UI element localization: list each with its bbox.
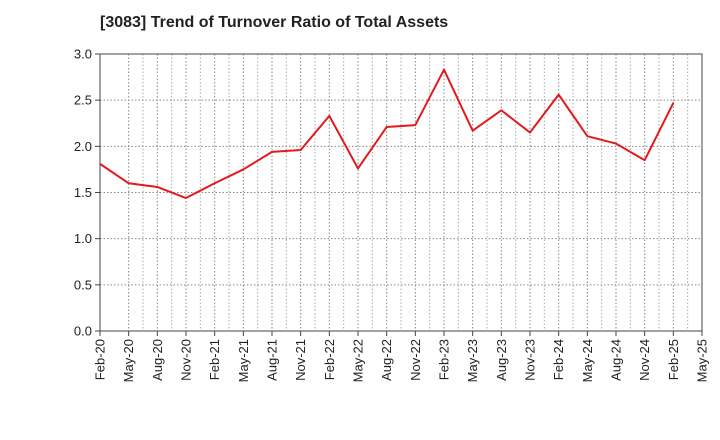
x-tick-label: Aug-24 <box>609 339 624 381</box>
data-point <box>443 68 445 71</box>
x-axis-ticks: Feb-20 May-20 Aug-20 Nov-20 Feb-21 May-21 Aug-… <box>93 331 710 382</box>
data-point <box>357 167 359 170</box>
y-tick-label: 0.0 <box>74 324 92 339</box>
x-tick-label: Nov-23 <box>523 339 538 381</box>
data-point <box>557 93 560 96</box>
x-tick-label: Aug-20 <box>150 339 165 381</box>
data-point <box>643 159 646 161</box>
x-tick-label: May-25 <box>695 339 710 382</box>
x-tick-label: Feb-23 <box>437 339 452 380</box>
x-tick-label: May-20 <box>121 339 136 382</box>
data-point <box>99 163 101 165</box>
y-axis-ticks: 0.0 0.5 1.0 1.5 2.0 2.5 3.0 <box>74 47 100 339</box>
x-tick-label: Nov-24 <box>637 339 652 381</box>
data-point <box>672 102 675 104</box>
x-tick-label: May-21 <box>236 339 251 382</box>
x-tick-label: Aug-23 <box>494 339 509 381</box>
x-tick-label: May-24 <box>580 339 595 382</box>
data-point <box>414 124 417 126</box>
y-tick-label: 3.0 <box>74 47 92 62</box>
y-tick-label: 0.5 <box>74 277 92 292</box>
x-tick-label: Feb-25 <box>666 339 681 380</box>
data-point <box>471 129 474 132</box>
data-point <box>242 168 245 171</box>
y-tick-label: 1.0 <box>74 231 92 246</box>
x-tick-label: Feb-21 <box>207 339 222 380</box>
data-point <box>213 182 216 185</box>
x-tick-label: May-23 <box>465 339 480 382</box>
series-line <box>99 68 675 200</box>
data-point <box>529 131 531 134</box>
y-tick-label: 2.0 <box>74 139 92 154</box>
data-point <box>185 197 187 199</box>
data-point <box>328 115 331 117</box>
x-tick-label: Nov-20 <box>179 339 194 381</box>
x-tick-label: Feb-20 <box>93 339 108 380</box>
x-tick-label: Feb-22 <box>322 339 337 380</box>
data-point <box>127 182 130 185</box>
x-tick-label: Aug-22 <box>379 339 394 381</box>
data-point <box>271 151 273 153</box>
grid-lines <box>100 54 702 331</box>
data-point <box>156 186 159 188</box>
x-tick-label: Nov-22 <box>408 339 423 381</box>
y-tick-label: 2.5 <box>74 93 92 108</box>
data-point <box>615 142 617 145</box>
x-tick-label: Aug-21 <box>265 339 280 381</box>
y-tick-label: 1.5 <box>74 185 92 200</box>
data-point <box>299 149 302 151</box>
data-point <box>586 135 589 137</box>
data-point <box>385 126 388 128</box>
x-tick-label: May-22 <box>351 339 366 382</box>
chart-title: [3083] Trend of Turnover Ratio of Total … <box>100 14 449 31</box>
x-tick-label: Feb-24 <box>551 339 566 380</box>
data-point <box>500 109 503 112</box>
x-tick-label: Nov-21 <box>293 339 308 381</box>
series-lines <box>99 68 675 200</box>
